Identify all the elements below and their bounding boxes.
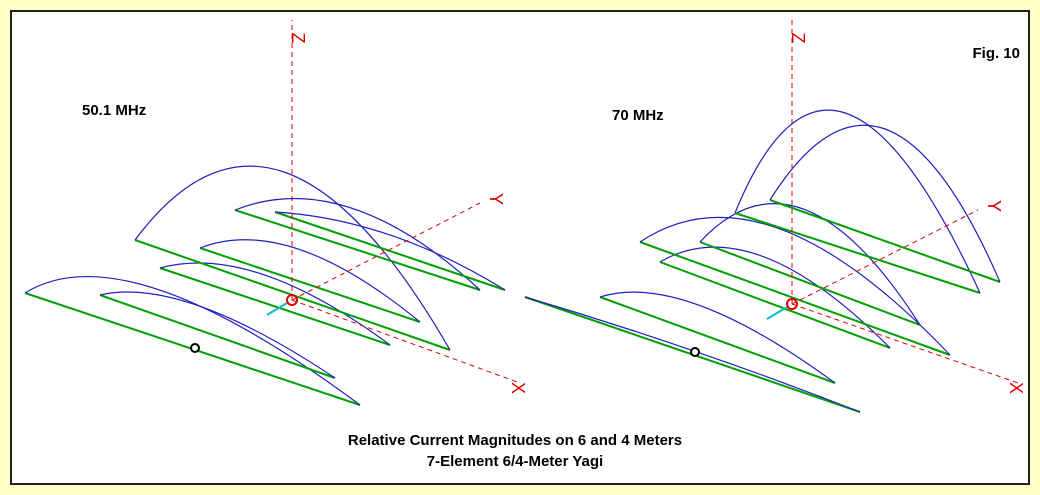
axis-label: Y: [486, 193, 506, 205]
axis-label: Z: [788, 33, 808, 44]
axis-label: X: [1006, 382, 1026, 394]
panel-label: 70 MHz: [612, 107, 664, 124]
panel-label: 50.1 MHz: [82, 102, 146, 119]
axis-label: X: [508, 382, 528, 394]
caption: 7-Element 6/4-Meter Yagi: [427, 453, 603, 470]
figure: Z Y X Z Y X Fig. 10 50.1 MHz 70 MHz Relative …: [0, 0, 1040, 495]
axis-label: Y: [984, 200, 1004, 212]
caption: Relative Current Magnitudes on 6 and 4 M…: [348, 432, 682, 449]
page: Z Y X Z Y X Fig. 10 50.1 MHz 70 MHz Relative …: [0, 0, 1040, 495]
panel: [11, 11, 1029, 484]
axis-label: Z: [288, 33, 308, 44]
hub: [191, 344, 199, 352]
hub: [691, 348, 699, 356]
figure-label: Fig. 10: [972, 45, 1020, 62]
